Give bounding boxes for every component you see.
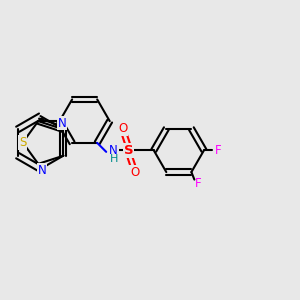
Text: N: N <box>58 117 66 130</box>
Text: N: N <box>38 164 46 177</box>
Text: F: F <box>215 144 222 157</box>
Text: O: O <box>118 122 127 135</box>
Text: F: F <box>195 177 202 190</box>
Text: S: S <box>124 144 134 157</box>
Text: O: O <box>130 166 139 179</box>
Text: S: S <box>19 136 26 149</box>
Text: H: H <box>110 154 118 164</box>
Text: N: N <box>109 144 118 157</box>
